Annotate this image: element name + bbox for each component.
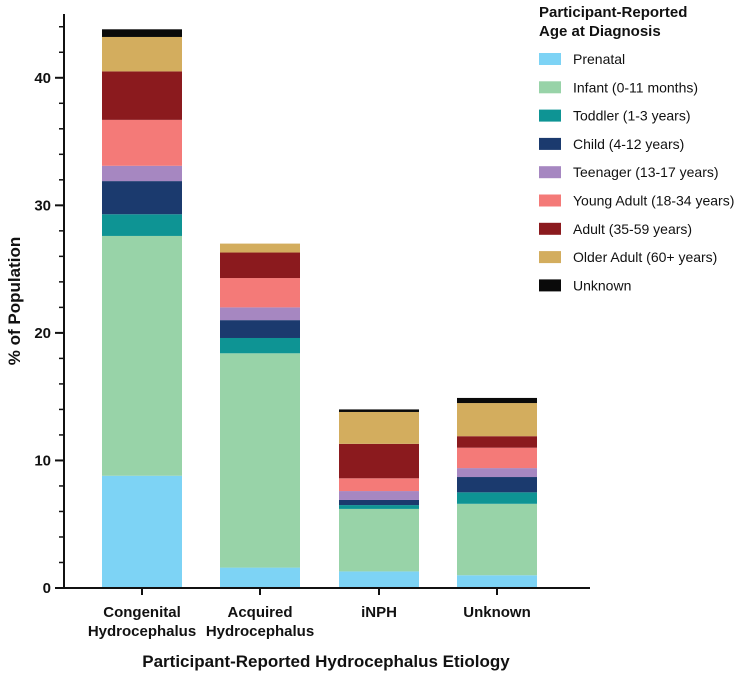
bar-segment-2-4	[339, 491, 419, 500]
bar-segment-3-5	[457, 447, 537, 469]
bar-segment-0-0	[102, 475, 182, 588]
y-axis-title: % of Population	[5, 237, 24, 365]
legend-label: Prenatal	[573, 51, 625, 67]
y-tick-label: 10	[34, 452, 51, 469]
bar-segment-1-5	[220, 278, 300, 308]
legend-swatch	[539, 137, 561, 150]
legend-label: Teenager (13-17 years)	[573, 164, 719, 180]
bar-segment-2-6	[339, 443, 419, 479]
bar-segment-0-3	[102, 181, 182, 215]
bar-segment-0-7	[102, 36, 182, 72]
legend-label: Toddler (1-3 years)	[573, 108, 691, 124]
bar-segment-0-5	[102, 119, 182, 166]
bar-segment-2-3	[339, 499, 419, 506]
legend-title: Participant-Reported Age at Diagnosis	[539, 4, 687, 40]
legend-label: Infant (0-11 months)	[573, 79, 698, 95]
legend-swatch	[539, 222, 561, 235]
legend-label: Child (4-12 years)	[573, 136, 684, 152]
x-axis-title: Participant-Reported Hydrocephalus Etiol…	[142, 652, 510, 671]
bar-segment-1-1	[220, 353, 300, 568]
legend-swatch	[539, 251, 561, 264]
bar-segment-0-4	[102, 165, 182, 182]
bar-segment-1-3	[220, 320, 300, 338]
bar-segment-3-2	[457, 492, 537, 504]
bar-segment-0-6	[102, 71, 182, 120]
y-tick-label: 0	[43, 580, 51, 597]
x-tick-label: Acquired Hydrocephalus	[206, 604, 314, 640]
bar-segment-0-1	[102, 235, 182, 476]
bar-segment-2-5	[339, 478, 419, 492]
bar-segment-0-2	[102, 214, 182, 236]
bar-segment-2-8	[339, 409, 419, 412]
bar-segment-2-7	[339, 411, 419, 444]
y-tick-label: 30	[34, 197, 51, 214]
legend-swatch	[539, 109, 561, 122]
y-tick-label: 20	[34, 325, 51, 342]
bar-segment-3-8	[457, 397, 537, 404]
bar-segment-2-2	[339, 505, 419, 509]
legend: Participant-Reported Age at Diagnosis Pren…	[539, 4, 734, 293]
legend-label: Adult (35-59 years)	[573, 221, 692, 237]
legend-swatch	[539, 81, 561, 94]
bar-segment-2-0	[339, 571, 419, 588]
bar-segment-3-0	[457, 575, 537, 588]
bar-segment-1-7	[220, 243, 300, 253]
legend-swatch	[539, 279, 561, 292]
x-tick-label: Congenital Hydrocephalus	[88, 604, 196, 640]
legend-swatch	[539, 53, 561, 65]
bar-segment-1-6	[220, 252, 300, 279]
x-tick-label: iNPH	[361, 604, 397, 621]
legend-swatch	[539, 166, 561, 179]
legend-label: Unknown	[573, 277, 631, 293]
bar-segment-3-4	[457, 468, 537, 478]
bar-segment-1-2	[220, 337, 300, 354]
y-tick-label: 40	[34, 70, 51, 87]
bar-segment-2-1	[339, 508, 419, 572]
bar-segment-3-6	[457, 436, 537, 448]
legend-label: Older Adult (60+ years)	[573, 249, 717, 265]
bars-layer	[102, 29, 537, 588]
bar-segment-3-1	[457, 503, 537, 576]
bar-segment-1-4	[220, 307, 300, 321]
bar-segment-3-7	[457, 403, 537, 437]
bar-segment-3-3	[457, 477, 537, 493]
x-tick-label: Unknown	[463, 604, 531, 621]
legend-swatch	[539, 194, 561, 207]
bar-segment-0-8	[102, 29, 182, 37]
axes-layer: 0 10 20 30 40 Congenital Hydrocephalus Acquired…	[5, 14, 590, 671]
bar-segment-1-0	[220, 567, 300, 588]
legend-label: Young Adult (18-34 years)	[573, 193, 734, 209]
